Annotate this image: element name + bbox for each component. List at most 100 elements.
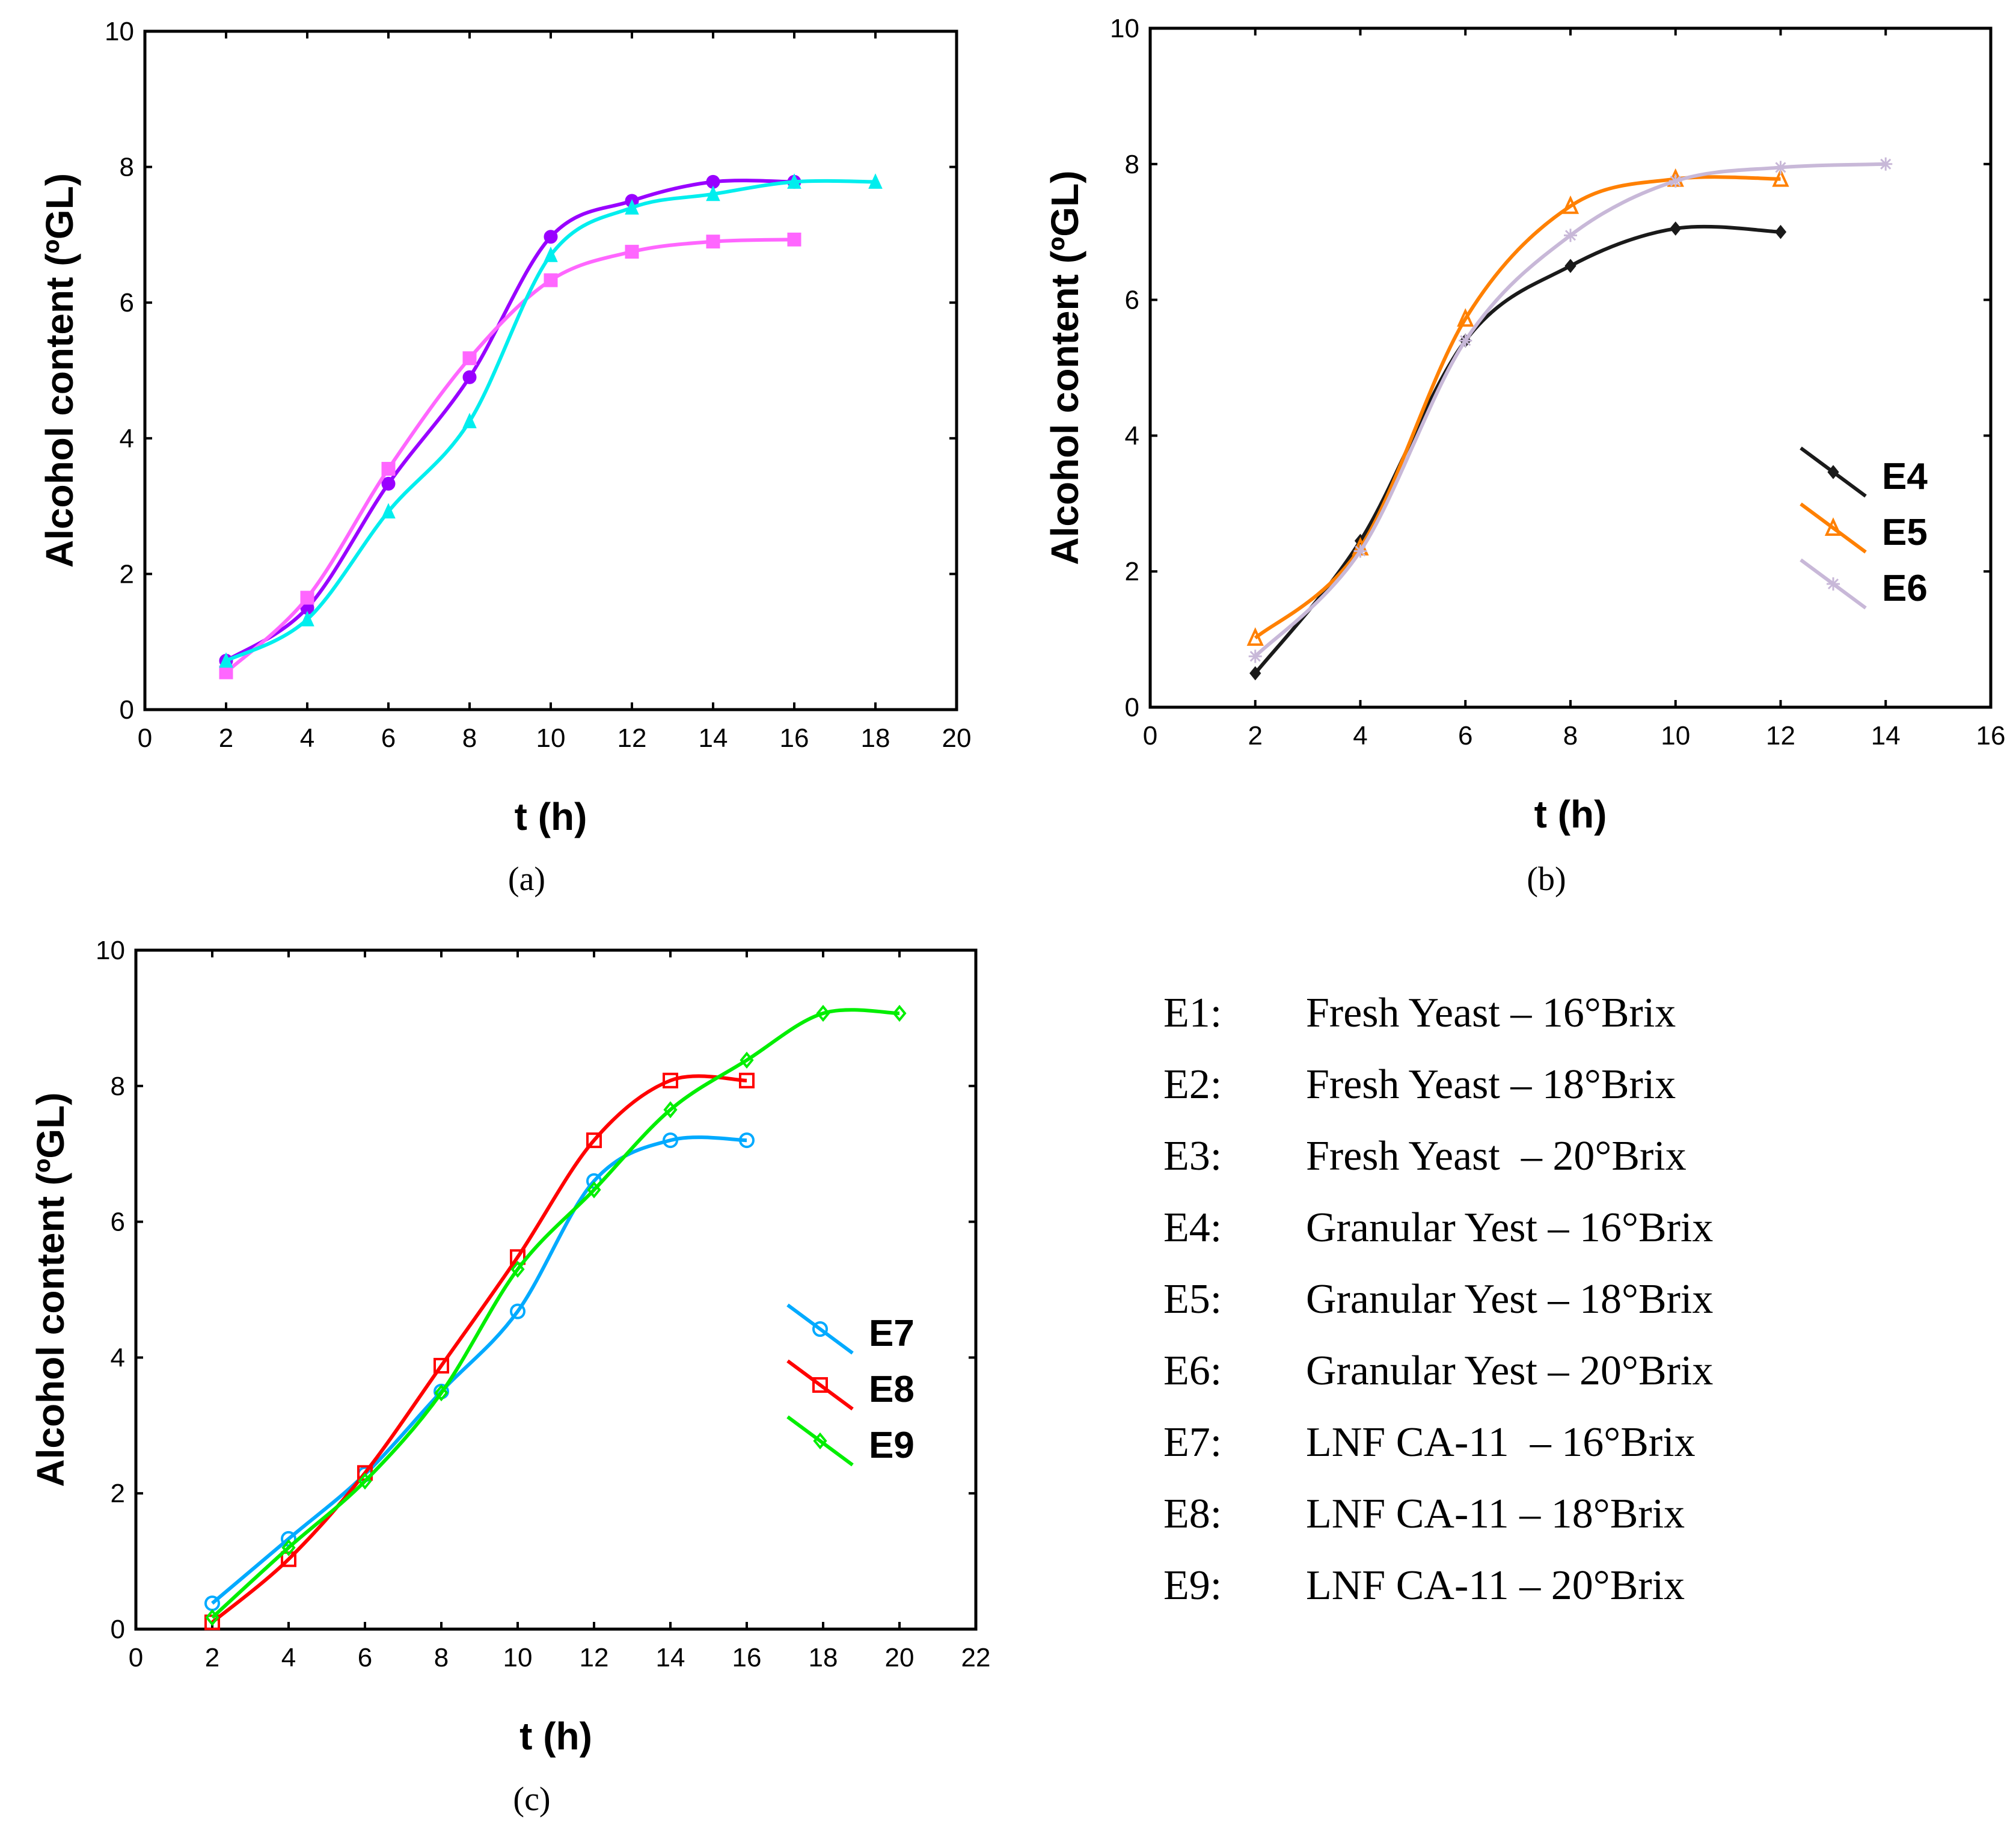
y-tick-label: 2 [120, 559, 134, 589]
x-tick-label: 4 [300, 723, 314, 753]
series-line [224, 238, 795, 674]
key-code: E3: [1163, 1133, 1222, 1179]
data-point [544, 247, 558, 262]
data-point [381, 503, 396, 519]
data-point [625, 199, 639, 215]
key-code: E1: [1163, 990, 1222, 1036]
series-2 [219, 232, 801, 680]
legend-label: E7 [869, 1313, 915, 1354]
x-tick-label: 8 [1563, 721, 1578, 751]
y-tick-label: 0 [111, 1615, 125, 1644]
data-point [462, 351, 477, 366]
y-tick-label: 0 [1125, 693, 1139, 722]
data-point [510, 1260, 525, 1278]
x-tick-label: 8 [462, 723, 477, 753]
legend-marker [813, 1432, 827, 1450]
x-tick-label: 6 [381, 723, 396, 753]
data-point [544, 230, 558, 244]
x-tick-label: 14 [656, 1643, 685, 1672]
series-E5: E5 [1246, 168, 1928, 646]
x-tick-label: 6 [1458, 721, 1472, 751]
series-3 [219, 173, 883, 668]
x-tick-label: 22 [961, 1643, 991, 1672]
data-point [787, 232, 801, 247]
x-axis-label: t (h) [519, 1715, 592, 1758]
legend-line [786, 1303, 854, 1355]
panel-caption: (b) [1527, 861, 1566, 898]
data-point [625, 245, 639, 259]
x-tick-label: 8 [434, 1643, 449, 1672]
data-point [381, 462, 396, 476]
key-code: E2: [1163, 1061, 1222, 1108]
x-tick-label: 6 [358, 1643, 372, 1672]
data-point [381, 476, 396, 491]
data-point [586, 1132, 602, 1149]
legend-marker [1827, 577, 1840, 591]
data-point [663, 1072, 678, 1088]
key-code: E9: [1163, 1562, 1222, 1609]
data-point [1879, 157, 1893, 171]
x-tick-label: 16 [732, 1643, 762, 1672]
y-tick-label: 6 [120, 288, 134, 318]
chart-c: 0 2 4 6 8 10 12 14 16 18 20 22 0 2 4 6 8 10 t (h) Alcohol c… [29, 936, 990, 1818]
data-point [1561, 195, 1579, 214]
data-point [219, 652, 233, 668]
x-tick-label: 2 [1248, 721, 1263, 751]
series-line [1254, 175, 1781, 640]
data-point [1564, 259, 1576, 273]
plot-frame [143, 29, 958, 711]
key-description: LNF CA-11 – 20°Brix [1306, 1562, 1685, 1609]
series-line [1254, 224, 1781, 675]
x-axis-label: t (h) [1534, 793, 1607, 836]
data-point [739, 1072, 755, 1088]
key-description: Fresh Yeast – 20°Brix [1306, 1133, 1687, 1179]
legend-marker [1827, 465, 1839, 479]
y-tick-label: 10 [96, 936, 125, 965]
data-point [300, 591, 314, 605]
data-point [587, 1181, 601, 1199]
x-tick-label: 20 [885, 1643, 915, 1672]
data-point [434, 1357, 449, 1374]
data-point [510, 1303, 525, 1319]
legend-line [1800, 502, 1867, 554]
legend-marker [812, 1377, 828, 1393]
y-axis-label: Alcohol content (ºGL) [38, 173, 81, 568]
data-point [787, 173, 801, 189]
data-point [1774, 161, 1788, 174]
data-point [706, 235, 720, 249]
data-point [1249, 666, 1261, 681]
data-point [434, 1384, 449, 1402]
series-E7: E7 [204, 1132, 915, 1612]
x-tick-label: 12 [617, 723, 647, 753]
series-line [210, 1008, 900, 1620]
panel-caption: (c) [513, 1781, 550, 1818]
data-point [1564, 229, 1577, 242]
y-tick-label: 2 [1125, 557, 1139, 586]
key-code: E6: [1163, 1348, 1222, 1394]
y-tick-label: 4 [1125, 421, 1139, 450]
legend-label: E8 [869, 1369, 915, 1410]
x-tick-label: 18 [861, 723, 890, 753]
legend-label: E9 [869, 1425, 915, 1466]
x-tick-label: 0 [129, 1643, 143, 1672]
y-tick-label: 10 [105, 17, 134, 46]
data-point [663, 1101, 678, 1119]
x-tick-label: 14 [699, 723, 728, 753]
key-description: LNF CA-11 – 18°Brix [1306, 1491, 1685, 1537]
legend-line [786, 1415, 854, 1467]
x-tick-label: 10 [536, 723, 566, 753]
key-description: LNF CA-11 – 16°Brix [1306, 1419, 1696, 1466]
x-tick-label: 16 [1976, 721, 2006, 751]
legend-marker [812, 1321, 828, 1337]
x-tick-label: 16 [780, 723, 809, 753]
panel-caption: (a) [508, 861, 545, 898]
x-tick-label: 14 [1871, 721, 1901, 751]
chart-a: 0 2 4 6 8 10 12 14 16 18 20 0 2 4 6 8 10 t (h) Alcohol con… [38, 17, 971, 898]
legend-marker [1824, 517, 1842, 536]
y-tick-label: 8 [1125, 150, 1139, 179]
key-description: Fresh Yeast – 18°Brix [1306, 1061, 1676, 1108]
data-point [1670, 221, 1682, 236]
data-point [300, 610, 314, 627]
data-point [740, 1051, 754, 1069]
